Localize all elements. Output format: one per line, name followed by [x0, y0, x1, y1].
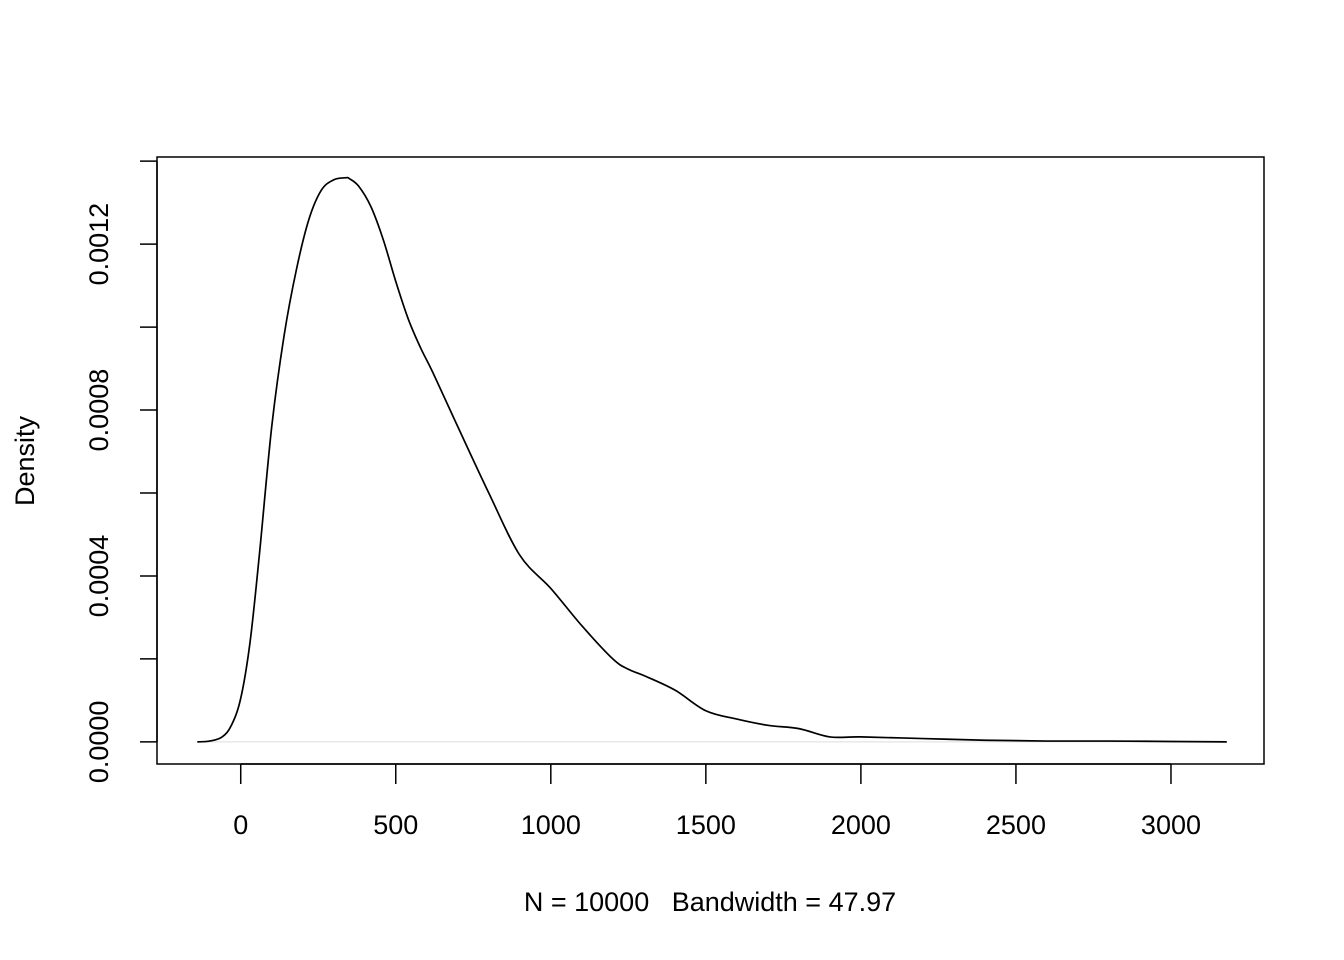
x-tick-label: 2500 [986, 810, 1046, 840]
density-curve [197, 176, 1227, 743]
x-axis-label: N = 10000 Bandwidth = 47.97 [524, 887, 896, 917]
y-tick-label: 0.0012 [84, 203, 114, 286]
x-tick-label: 2000 [831, 810, 891, 840]
y-tick-label: 0.0004 [84, 535, 114, 618]
x-tick-label: 1500 [676, 810, 736, 840]
y-tick-label: 0.0000 [84, 701, 114, 784]
plot-frame [156, 156, 1265, 765]
x-tick-label: 3000 [1141, 810, 1201, 840]
y-tick-label: 0.0008 [84, 369, 114, 452]
y-axis-label: Density [10, 415, 40, 506]
y-axis: 0.0000 0.0004 0.0008 0.0012 [84, 160, 158, 784]
x-tick-label: 1000 [521, 810, 581, 840]
x-tick-label: 0 [233, 810, 248, 840]
x-axis: 0 500 1000 1500 2000 2500 3000 [233, 763, 1201, 840]
x-tick-label: 500 [373, 810, 418, 840]
